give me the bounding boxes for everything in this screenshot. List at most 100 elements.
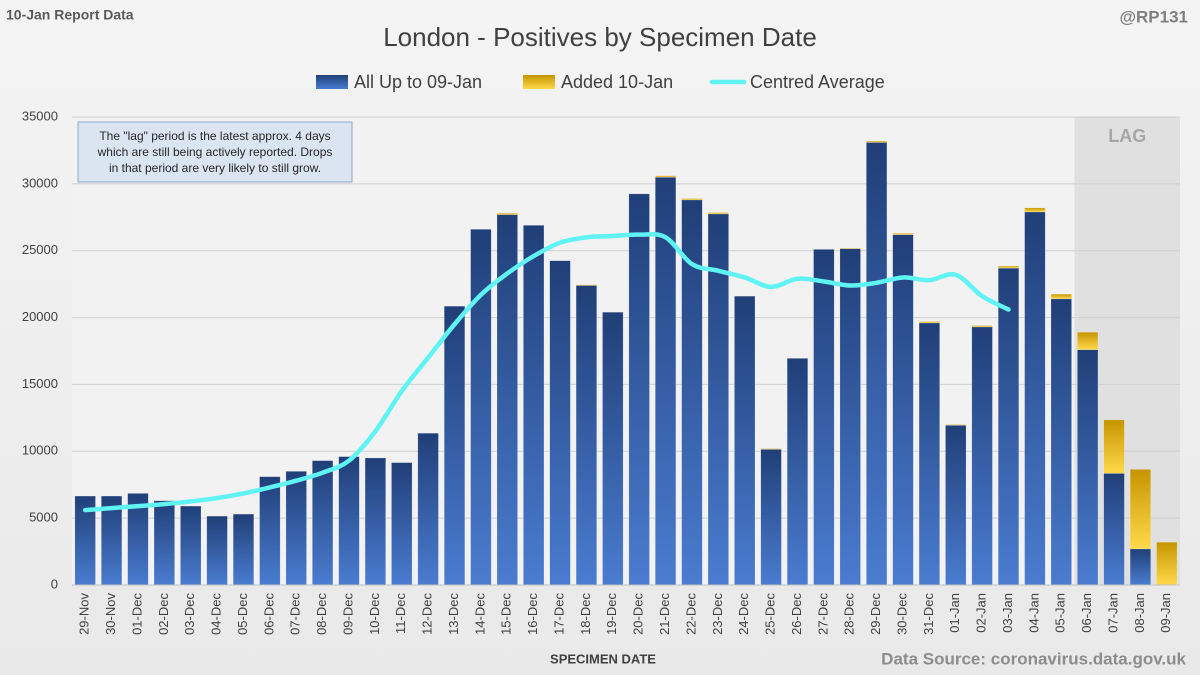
y-tick-label: 35000 xyxy=(22,108,58,123)
x-tick-label: 15-Dec xyxy=(499,593,514,635)
legend-swatch xyxy=(316,75,348,89)
bar-segment xyxy=(892,233,914,235)
bar-segment xyxy=(918,321,940,324)
y-tick-label: 25000 xyxy=(22,242,58,257)
bar-segment xyxy=(1156,541,1178,586)
bar-segment xyxy=(971,325,993,328)
x-tick-label: 06-Dec xyxy=(261,593,276,635)
x-tick-label: 26-Dec xyxy=(789,593,804,635)
bar-segment xyxy=(681,198,703,201)
x-tick-label: 29-Nov xyxy=(77,593,92,635)
bar-segment xyxy=(1050,293,1072,300)
x-tick-label: 29-Dec xyxy=(868,593,883,635)
bar-segment xyxy=(549,260,571,586)
bar-segment xyxy=(1129,548,1151,586)
x-tick-label: 20-Dec xyxy=(631,593,646,635)
x-tick-label: 05-Dec xyxy=(235,593,250,635)
corner-right: @RP131 xyxy=(1119,7,1188,26)
legend-label: Added 10-Jan xyxy=(561,72,673,92)
bar-segment xyxy=(1077,332,1099,350)
x-tick-label: 07-Dec xyxy=(288,593,303,635)
bar-segment xyxy=(1077,349,1099,586)
x-tick-label: 13-Dec xyxy=(446,593,461,635)
bar-segment xyxy=(707,212,729,215)
bar-segment xyxy=(1129,469,1151,550)
x-tick-label: 18-Dec xyxy=(578,593,593,635)
bar-segment xyxy=(575,284,597,286)
y-tick-label: 30000 xyxy=(22,175,58,190)
x-tick-label: 24-Dec xyxy=(736,593,751,635)
y-tick-label: 15000 xyxy=(22,376,58,391)
plot-area xyxy=(72,117,1180,585)
bar-segment xyxy=(575,285,597,586)
x-axis-label: SPECIMEN DATE xyxy=(550,651,656,666)
bar-segment xyxy=(391,462,413,586)
y-tick-label: 20000 xyxy=(22,309,58,324)
bar-segment xyxy=(892,234,914,586)
bar-segment xyxy=(945,424,967,426)
x-tick-label: 03-Jan xyxy=(1000,593,1015,633)
bar-segment xyxy=(232,513,255,586)
bar-segment xyxy=(285,471,307,586)
x-tick-label: 21-Dec xyxy=(657,593,672,635)
x-tick-label: 08-Jan xyxy=(1132,593,1147,633)
bar-segment xyxy=(655,175,677,178)
x-tick-label: 27-Dec xyxy=(815,593,830,635)
bar-segment xyxy=(971,326,993,586)
bar-segment xyxy=(180,505,202,586)
x-tick-label: 02-Jan xyxy=(974,593,989,633)
x-tick-label: 28-Dec xyxy=(842,593,857,635)
annotation-text: in that period are very likely to still … xyxy=(109,161,321,175)
bar-segment xyxy=(602,311,624,586)
x-tick-label: 16-Dec xyxy=(525,593,540,635)
x-tick-label: 31-Dec xyxy=(921,593,936,635)
bar-segment xyxy=(866,140,888,143)
bar-segment xyxy=(945,424,967,586)
bar-segment xyxy=(760,449,782,586)
annotation-text: which are still being actively reported.… xyxy=(97,145,333,159)
bar-segment xyxy=(206,515,228,586)
x-tick-label: 04-Dec xyxy=(209,593,224,635)
x-tick-label: 03-Dec xyxy=(182,593,197,635)
x-tick-label: 12-Dec xyxy=(420,593,435,635)
x-tick-label: 05-Jan xyxy=(1053,593,1068,633)
x-tick-label: 09-Jan xyxy=(1158,593,1173,633)
bar-segment xyxy=(312,460,334,586)
x-tick-label: 07-Jan xyxy=(1105,593,1120,633)
x-tick-label: 14-Dec xyxy=(472,593,487,635)
x-tick-label: 25-Dec xyxy=(763,593,778,635)
annotation-text: The "lag" period is the latest approx. 4… xyxy=(99,129,330,143)
bar-segment xyxy=(760,448,782,450)
bar-segment xyxy=(786,358,809,586)
x-tick-label: 10-Dec xyxy=(367,593,382,635)
source: Data Source: coronavirus.data.gov.uk xyxy=(881,649,1186,668)
bar-segment xyxy=(839,248,861,586)
bar-segment xyxy=(997,265,1020,269)
x-tick-label: 08-Dec xyxy=(314,593,329,635)
bar-segment xyxy=(918,322,940,586)
bar-segment xyxy=(1103,419,1125,474)
y-tick-label: 5000 xyxy=(29,510,58,525)
x-tick-label: 30-Nov xyxy=(103,593,118,635)
bar-segment xyxy=(338,456,360,586)
x-tick-label: 22-Dec xyxy=(683,593,698,635)
bar-segment xyxy=(259,476,281,586)
bar-segment xyxy=(417,432,439,586)
bar-segment xyxy=(734,295,756,586)
x-tick-label: 17-Dec xyxy=(551,593,566,635)
y-tick-label: 0 xyxy=(51,576,58,591)
bar-segment xyxy=(1024,207,1046,213)
bar-segment xyxy=(496,213,518,215)
chart-title: London - Positives by Specimen Date xyxy=(383,22,817,52)
y-tick-label: 10000 xyxy=(22,443,58,458)
bar-segment xyxy=(470,229,492,586)
x-tick-label: 19-Dec xyxy=(604,593,619,635)
legend-label: Centred Average xyxy=(750,72,885,92)
x-tick-label: 01-Jan xyxy=(947,593,962,633)
x-tick-label: 09-Dec xyxy=(340,593,355,635)
bar-segment xyxy=(153,500,175,586)
bar-segment xyxy=(523,225,545,586)
bar-segment xyxy=(997,267,1020,586)
bar-segment xyxy=(443,305,466,586)
